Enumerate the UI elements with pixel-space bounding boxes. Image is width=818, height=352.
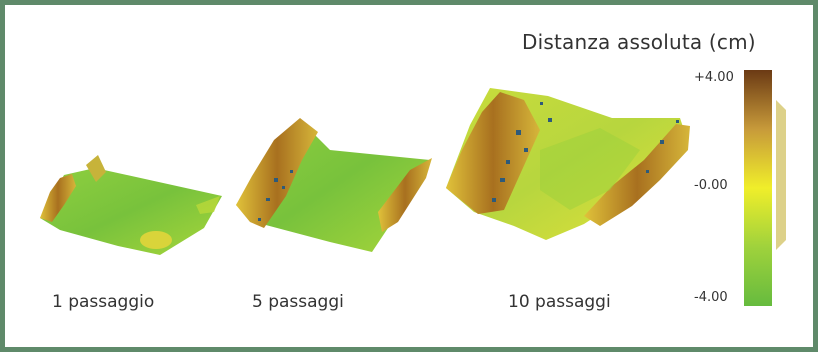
- figure-title: Distanza assoluta (cm): [522, 30, 756, 54]
- panel-label-1: 1 passaggio: [52, 292, 155, 312]
- surface-5-passaggi: [236, 118, 432, 252]
- colorbar-min-label: -4.00: [694, 290, 728, 305]
- colorbar-edge-shadow: [776, 100, 786, 250]
- surface-10-passaggi: [446, 88, 690, 240]
- colorbar-mid-label: -0.00: [694, 178, 728, 193]
- colorbar-gradient: [744, 70, 772, 306]
- colorbar-max-label: +4.00: [694, 70, 734, 85]
- panel-label-3: 10 passaggi: [508, 292, 611, 312]
- panel-label-2: 5 passaggi: [252, 292, 344, 312]
- surface-1-passaggio: [40, 155, 222, 255]
